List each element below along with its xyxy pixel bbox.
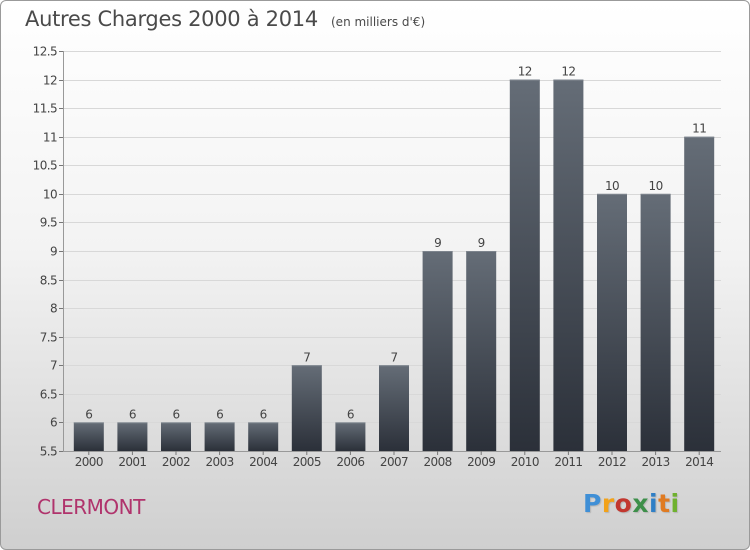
bar-layer — [73, 79, 715, 452]
bar — [684, 136, 715, 451]
y-tick-label: 10.5 — [33, 159, 57, 173]
y-tick-label: 7.5 — [40, 331, 57, 345]
x-tick-label: 2003 — [206, 455, 234, 469]
y-tick-label: 11.5 — [33, 102, 57, 116]
y-tick-label: 8 — [50, 302, 57, 316]
logo-letter: i — [670, 489, 680, 518]
bar — [509, 79, 540, 452]
data-label: 11 — [692, 122, 706, 136]
bar — [379, 365, 409, 451]
x-tick-label: 2011 — [554, 455, 582, 469]
data-label: 12 — [518, 65, 532, 79]
x-tick-label: 2009 — [467, 455, 495, 469]
data-label: 10 — [605, 179, 619, 193]
y-tick-label: 7 — [50, 359, 57, 373]
bar — [422, 251, 453, 451]
chart-title: Autres Charges 2000 à 2014 — [25, 7, 318, 31]
data-label: 6 — [347, 407, 354, 421]
x-tick-label: 2008 — [424, 455, 452, 469]
x-tick-label: 2005 — [293, 455, 321, 469]
bar — [640, 193, 671, 451]
bar — [553, 79, 584, 452]
x-tick-label: 2006 — [336, 455, 364, 469]
y-tick-label: 10 — [43, 188, 57, 202]
axis-layer: 5.5 6 6.5 7 7.5 8 8.5 9 9.5 10 10.5 11 11.5 12 12.5 — [33, 45, 721, 459]
chart-subtitle: (en milliers d'€) — [331, 15, 426, 29]
data-label: 7 — [390, 350, 397, 364]
data-label: 7 — [303, 350, 310, 364]
data-label: 9 — [434, 236, 441, 250]
y-tick-label: 12.5 — [33, 45, 57, 59]
title-row: Autres Charges 2000 à 2014 (en milliers … — [25, 7, 425, 31]
logo-letter: o — [614, 489, 633, 518]
logo-letter: x — [632, 489, 649, 518]
y-tick-label: 5.5 — [40, 445, 57, 459]
x-tick-label: 2002 — [162, 455, 190, 469]
x-tick-label: 2001 — [118, 455, 146, 469]
data-label: 10 — [649, 179, 663, 193]
y-tick-label: 8.5 — [40, 274, 57, 288]
data-label: 6 — [216, 407, 223, 421]
data-label: 12 — [561, 65, 575, 79]
bar — [204, 422, 235, 451]
logo-letter: r — [601, 489, 615, 518]
y-tick-label: 6 — [50, 416, 57, 430]
city-name: CLERMONT — [37, 495, 145, 519]
data-label: 6 — [260, 407, 267, 421]
data-label: 6 — [129, 407, 136, 421]
logo-letter: t — [658, 489, 671, 518]
label-layer: 6 2000 6 2001 6 2002 6 2003 6 2004 7 2005 6 2006 7 2007… — [75, 65, 714, 469]
bar — [248, 422, 279, 451]
bar — [291, 365, 322, 451]
x-tick-label: 2004 — [249, 455, 277, 469]
bar — [117, 422, 148, 451]
bar — [161, 422, 191, 451]
y-tick-label: 9 — [50, 245, 57, 259]
data-label: 9 — [478, 236, 485, 250]
x-tick-label: 2007 — [380, 455, 408, 469]
x-tick-label: 2012 — [598, 455, 626, 469]
bar — [73, 422, 104, 451]
x-tick-label: 2014 — [685, 455, 713, 469]
x-tick-label: 2013 — [642, 455, 670, 469]
y-tick-label: 6.5 — [40, 388, 57, 402]
x-tick-label: 2000 — [75, 455, 103, 469]
bar — [335, 422, 366, 451]
logo-letter: P — [583, 489, 602, 518]
y-tick-label: 12 — [43, 74, 57, 88]
logo-letter: i — [649, 489, 659, 518]
data-label: 6 — [85, 407, 92, 421]
x-tick-label: 2010 — [511, 455, 539, 469]
data-label: 6 — [172, 407, 179, 421]
y-tick-label: 9.5 — [40, 216, 57, 230]
y-tick-label: 11 — [43, 131, 57, 145]
bar — [597, 193, 627, 451]
proxiti-logo[interactable]: Proxiti — [583, 489, 680, 518]
bar — [466, 251, 497, 451]
